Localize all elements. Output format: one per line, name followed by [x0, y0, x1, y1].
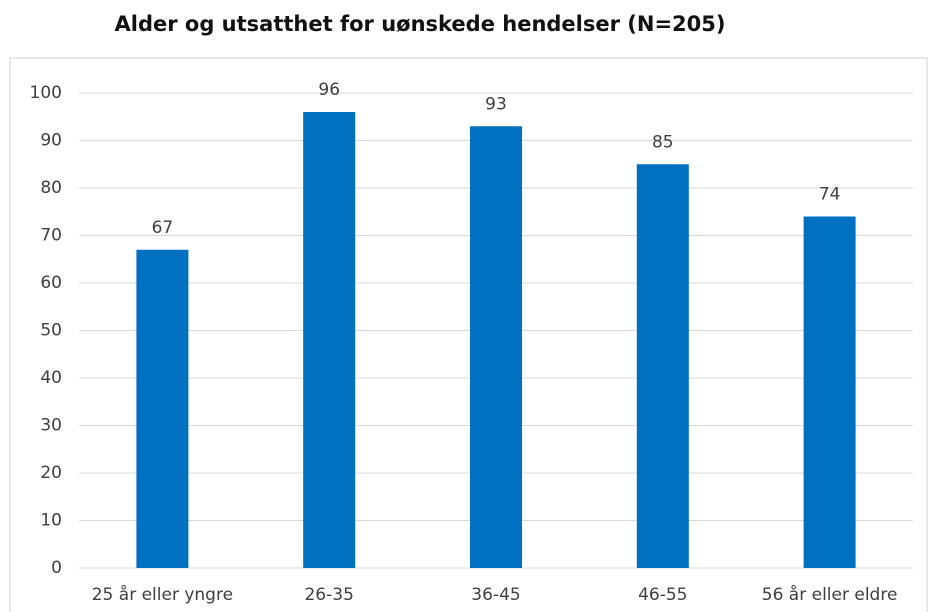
y-tick-label: 60	[40, 273, 62, 293]
data-label: 67	[152, 218, 174, 238]
x-tick-label: 26-35	[304, 585, 353, 605]
chart-title: Alder og utsatthet for uønskede hendelse…	[115, 12, 726, 36]
y-tick-label: 50	[40, 321, 62, 341]
bar	[136, 249, 189, 568]
bar	[636, 164, 689, 568]
bar	[803, 216, 856, 568]
bar	[303, 112, 356, 568]
y-tick-label: 20	[40, 463, 62, 483]
data-label: 85	[652, 132, 674, 152]
x-tick-label: 46-55	[638, 585, 687, 605]
y-tick-label: 40	[40, 368, 62, 388]
y-tick-label: 0	[51, 558, 62, 578]
data-label: 96	[318, 80, 340, 100]
y-tick-label: 10	[40, 511, 62, 531]
y-tick-label: 80	[40, 178, 62, 198]
y-tick-label: 90	[40, 131, 62, 151]
x-tick-label: 36-45	[471, 585, 520, 605]
y-tick-label: 70	[40, 226, 62, 246]
bar	[470, 126, 522, 568]
y-tick-label: 30	[40, 416, 62, 436]
x-tick-label: 25 år eller yngre	[92, 584, 233, 605]
chart-frame	[9, 57, 928, 612]
y-tick-label: 100	[30, 83, 62, 103]
x-tick-label: 56 år eller eldre	[762, 584, 898, 605]
data-label: 74	[819, 185, 841, 205]
data-label: 93	[485, 94, 507, 114]
